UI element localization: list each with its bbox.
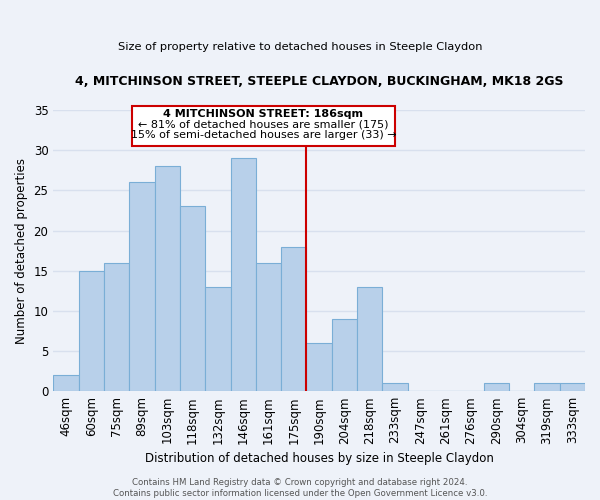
Bar (281, 246, 307, 391)
Bar (104, 262, 129, 391)
Text: 4 MITCHINSON STREET: 186sqm: 4 MITCHINSON STREET: 186sqm (163, 109, 364, 119)
Bar (230, 158, 256, 391)
Text: 15% of semi-detached houses are larger (33) →: 15% of semi-detached houses are larger (… (131, 130, 396, 140)
Bar (535, 383, 560, 391)
Bar (155, 166, 180, 391)
Bar (382, 383, 408, 391)
Title: 4, MITCHINSON STREET, STEEPLE CLAYDON, BUCKINGHAM, MK18 2GS: 4, MITCHINSON STREET, STEEPLE CLAYDON, B… (75, 75, 563, 88)
Text: Contains HM Land Registry data © Crown copyright and database right 2024.
Contai: Contains HM Land Registry data © Crown c… (113, 478, 487, 498)
Bar (205, 286, 230, 391)
Bar (129, 182, 155, 391)
Bar (484, 383, 509, 391)
Bar (307, 343, 332, 391)
Y-axis label: Number of detached properties: Number of detached properties (15, 158, 28, 344)
Bar (332, 319, 357, 391)
Bar (53, 375, 79, 391)
Text: ← 81% of detached houses are smaller (175): ← 81% of detached houses are smaller (17… (138, 120, 389, 130)
FancyBboxPatch shape (132, 106, 395, 146)
Text: Size of property relative to detached houses in Steeple Claydon: Size of property relative to detached ho… (118, 42, 482, 52)
X-axis label: Distribution of detached houses by size in Steeple Claydon: Distribution of detached houses by size … (145, 452, 494, 465)
Bar (79, 270, 104, 391)
Bar (560, 383, 585, 391)
Bar (180, 206, 205, 391)
Bar (256, 262, 281, 391)
Bar (357, 286, 382, 391)
